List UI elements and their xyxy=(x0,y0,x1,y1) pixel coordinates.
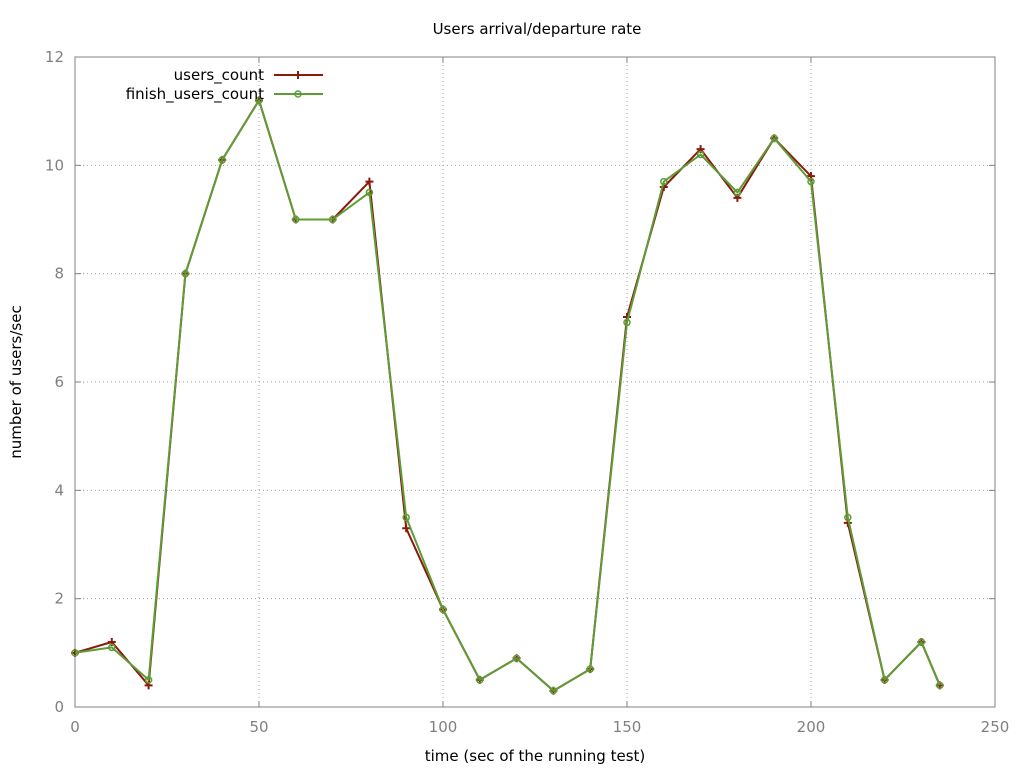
x-axis-label: time (sec of the running test) xyxy=(425,747,646,765)
x-tick-label: 200 xyxy=(797,718,826,736)
data-point-finish_users_count xyxy=(660,177,668,186)
data-point-finish_users_count xyxy=(917,638,926,646)
series-line-users_count xyxy=(74,99,941,692)
legend-label-users_count: users_count xyxy=(174,66,264,85)
data-point-finish_users_count xyxy=(770,134,778,142)
data-point-finish_users_count xyxy=(71,649,79,657)
y-tick-label: 8 xyxy=(54,265,64,283)
data-point-finish_users_count xyxy=(586,665,594,673)
data-point-finish_users_count xyxy=(292,215,300,224)
y-tick-label: 2 xyxy=(54,590,64,608)
data-point-users_count xyxy=(365,177,374,186)
data-point-finish_users_count xyxy=(108,643,116,652)
x-tick-label: 50 xyxy=(249,718,268,736)
chart-title: Users arrival/departure rate xyxy=(433,20,642,38)
data-point-finish_users_count xyxy=(181,269,190,278)
series-users_count xyxy=(71,96,944,695)
data-point-finish_users_count xyxy=(844,513,852,522)
series-line-finish_users_count xyxy=(74,99,941,692)
data-point-users_count xyxy=(402,524,411,533)
legend-label-finish_users_count: finish_users_count xyxy=(126,85,264,104)
grid xyxy=(75,57,995,707)
data-point-finish_users_count xyxy=(807,177,815,186)
y-axis-label: number of users/sec xyxy=(7,305,25,458)
x-tick-label: 0 xyxy=(70,718,80,736)
data-point-finish_users_count xyxy=(365,188,374,197)
y-tick-label: 12 xyxy=(45,48,64,66)
data-point-finish_users_count xyxy=(549,687,558,695)
data-point-finish_users_count xyxy=(402,513,410,522)
data-point-finish_users_count xyxy=(144,676,153,684)
data-point-finish_users_count xyxy=(623,318,631,327)
x-tick-label: 250 xyxy=(981,718,1010,736)
y-tick-label: 0 xyxy=(54,698,64,716)
data-point-finish_users_count xyxy=(936,681,944,690)
data-point-finish_users_count xyxy=(476,676,484,684)
x-tick-label: 100 xyxy=(429,718,458,736)
y-tick-label: 4 xyxy=(54,481,64,499)
series-layer xyxy=(71,96,944,695)
data-point-finish_users_count xyxy=(328,215,337,224)
y-tick-label: 6 xyxy=(54,373,64,391)
series-finish_users_count xyxy=(71,96,944,695)
data-point-finish_users_count xyxy=(512,654,521,662)
data-point-finish_users_count xyxy=(880,676,889,684)
legend-marker-users_count xyxy=(294,71,302,79)
data-point-finish_users_count xyxy=(439,605,447,614)
y-tick-label: 10 xyxy=(45,156,64,174)
x-tick-label: 150 xyxy=(613,718,642,736)
data-point-finish_users_count xyxy=(733,188,742,197)
data-point-finish_users_count xyxy=(218,156,226,164)
data-point-finish_users_count xyxy=(696,150,705,159)
axis-ticks: 0 50 100 150 200 250 0 2 4 6 8 10 12 xyxy=(45,48,1009,736)
legend-marker-finish_users_count xyxy=(294,90,302,98)
data-point-finish_users_count xyxy=(255,96,263,105)
